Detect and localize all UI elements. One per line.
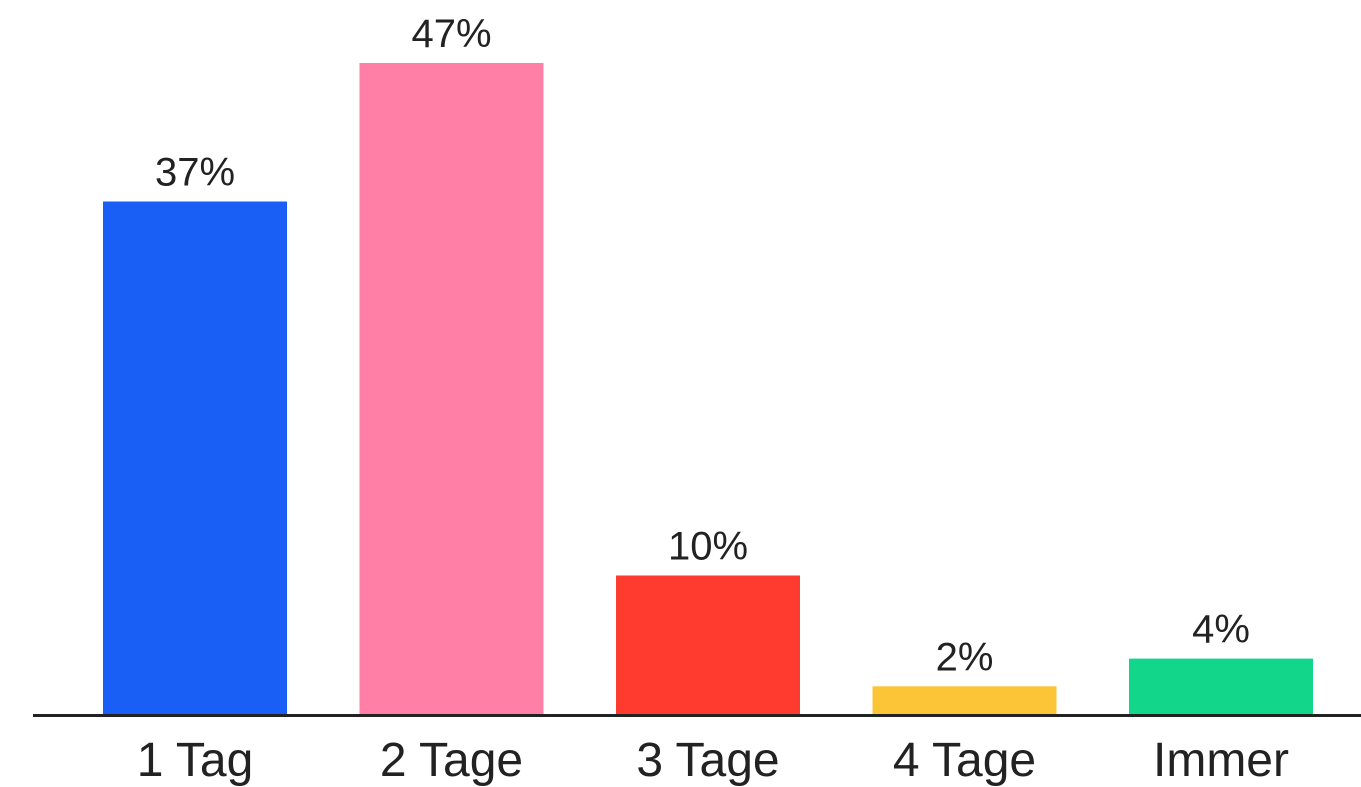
bar-3 [616, 575, 800, 714]
category-labels-group: 1 Tag 2 Tage 3 Tage 4 Tage Immer [137, 734, 1289, 787]
value-labels-group: 37% 47% 10% 2% 4% [155, 12, 1250, 679]
value-label-2: 47% [411, 12, 491, 56]
value-label-1: 37% [155, 151, 235, 195]
bar-4 [872, 686, 1057, 714]
value-label-4: 2% [936, 635, 994, 679]
bar-1 [103, 201, 287, 715]
category-label-1: 1 Tag [137, 734, 254, 787]
category-label-5: Immer [1153, 734, 1289, 787]
bar-5 [1129, 658, 1313, 714]
value-label-3: 10% [668, 524, 748, 568]
category-label-3: 3 Tage [636, 734, 779, 787]
bars-group [103, 63, 1313, 715]
value-label-5: 4% [1192, 608, 1250, 652]
category-label-4: 4 Tage [893, 734, 1036, 787]
category-label-2: 2 Tage [380, 734, 523, 787]
bar-2 [359, 63, 544, 714]
